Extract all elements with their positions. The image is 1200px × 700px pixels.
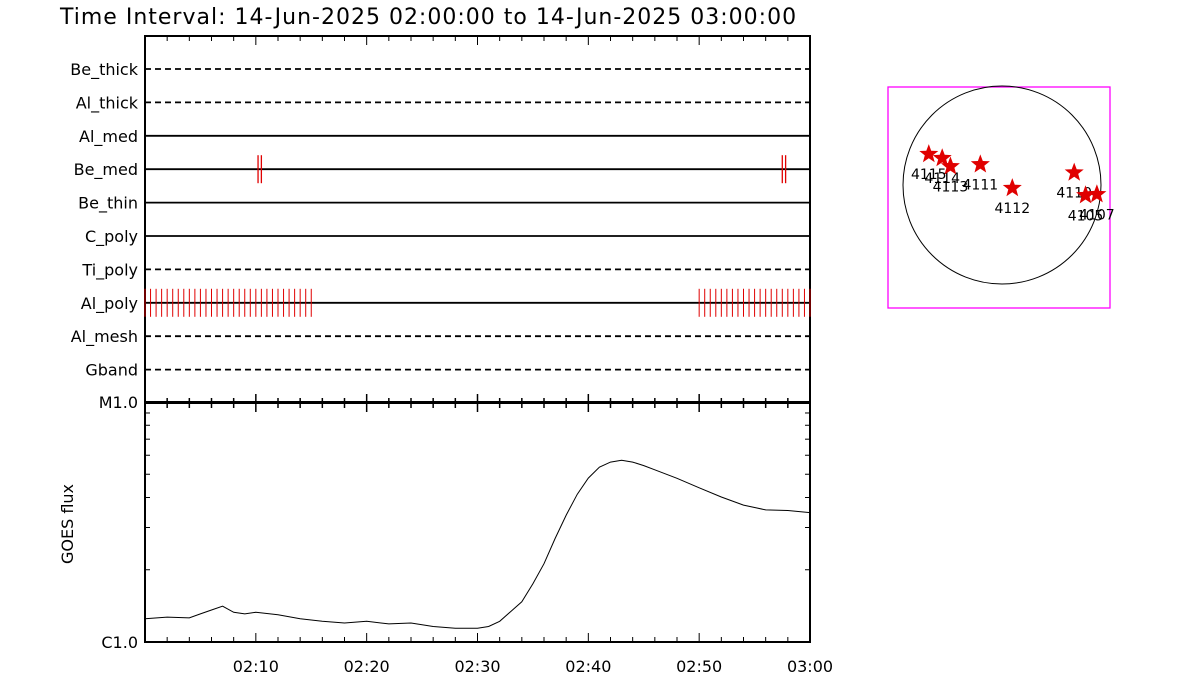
row-label: Be_thick bbox=[70, 60, 138, 80]
row-label: Ti_poly bbox=[81, 260, 138, 280]
time-tick-label: 03:00 bbox=[787, 657, 833, 676]
goes-ylabel: GOES flux bbox=[58, 484, 77, 564]
time-tick-label: 02:20 bbox=[344, 657, 390, 676]
active-region-label: 4113 bbox=[933, 179, 969, 195]
time-tick-label: 02:50 bbox=[676, 657, 722, 676]
row-label: C_poly bbox=[85, 227, 138, 247]
time-tick-label: 02:40 bbox=[565, 657, 611, 676]
chart-title: Time Interval: 14-Jun-2025 02:00:00 to 1… bbox=[59, 5, 797, 30]
row-label: Al_mesh bbox=[71, 327, 138, 347]
active-region-star bbox=[1076, 185, 1095, 204]
detector-timeline-panel: Be_thick Al_thick Al_med Be_med Be_thin C_pol… bbox=[70, 35, 811, 404]
active-region-star bbox=[1002, 178, 1022, 197]
active-region-star bbox=[932, 148, 952, 167]
row-label: Al_thick bbox=[76, 93, 139, 113]
active-region-star bbox=[1087, 184, 1107, 203]
active-region-label: 4114 bbox=[924, 171, 960, 187]
sun-frame bbox=[887, 86, 1111, 309]
timeline-frame bbox=[144, 35, 811, 404]
row-label: Gband bbox=[85, 361, 138, 380]
active-region-label: 4112 bbox=[994, 201, 1030, 217]
goes-frame bbox=[144, 401, 811, 643]
active-region-star bbox=[940, 156, 960, 175]
y-tick-label: C1.0 bbox=[101, 633, 138, 652]
active-region-label: 4107 bbox=[1079, 207, 1115, 223]
row-label: Be_med bbox=[74, 160, 138, 180]
active-region-star bbox=[970, 154, 990, 173]
active-region-label: 4111 bbox=[963, 177, 999, 193]
y-tick-label: M1.0 bbox=[99, 393, 138, 412]
goes-flux-panel: 02:10 02:20 02:30 02:40 02:50 03:00 C1.0M1.0 … bbox=[58, 393, 833, 676]
goes-flux-line bbox=[144, 459, 811, 629]
active-region-label: 4115 bbox=[911, 167, 947, 183]
time-tick-label: 02:30 bbox=[454, 657, 500, 676]
active-region-star bbox=[1064, 162, 1084, 181]
row-label: Al_poly bbox=[81, 294, 138, 314]
solar-limb bbox=[902, 85, 1102, 285]
active-region-label: 4105 bbox=[1068, 208, 1104, 224]
row-label: Be_thin bbox=[78, 194, 138, 214]
active-region-star bbox=[919, 144, 939, 163]
time-tick-label: 02:10 bbox=[233, 657, 279, 676]
row-label: Al_med bbox=[79, 127, 138, 147]
